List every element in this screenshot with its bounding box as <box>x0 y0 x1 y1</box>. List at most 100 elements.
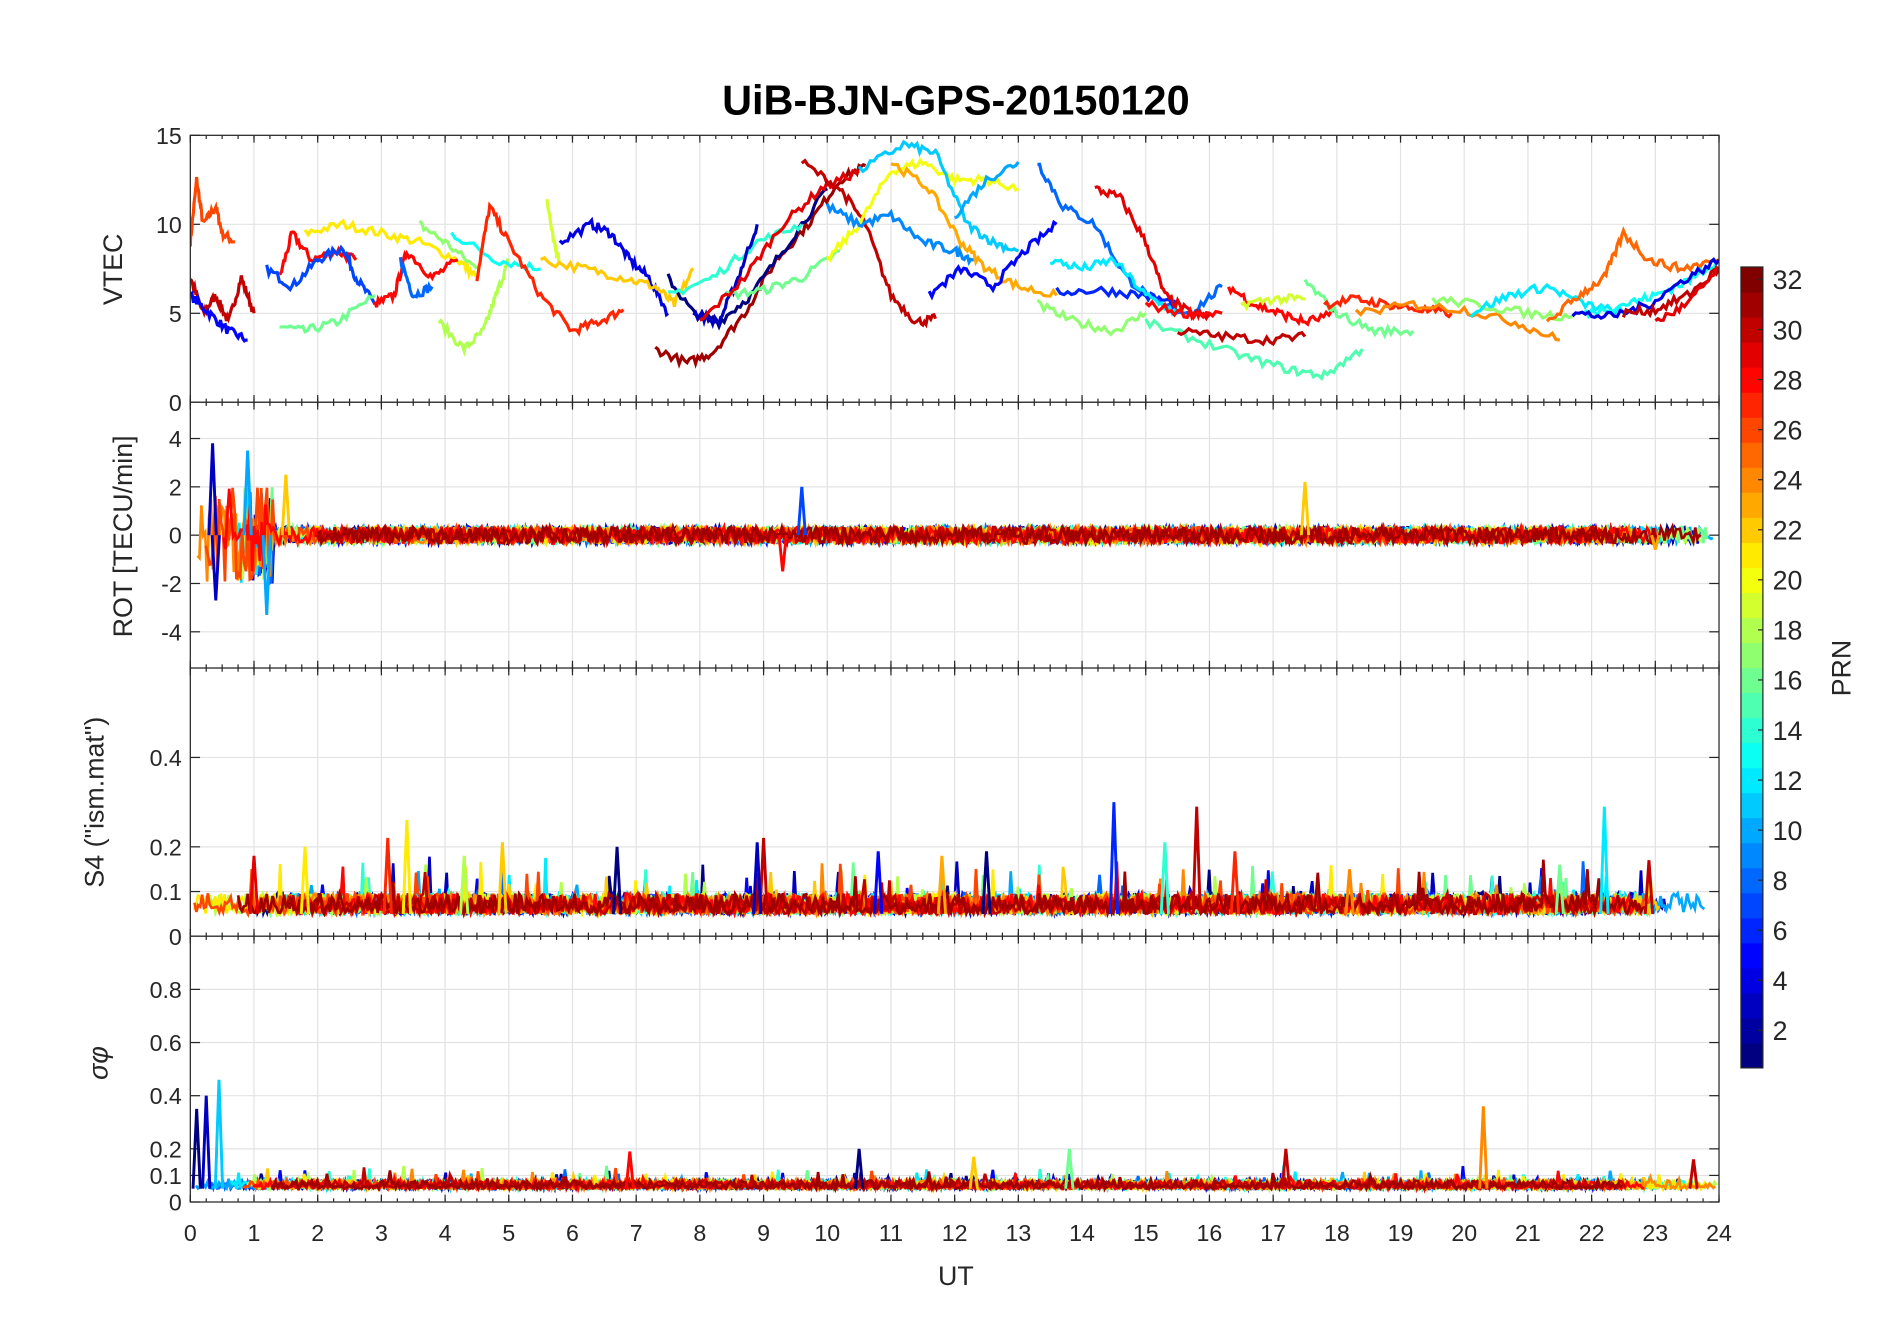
colorbar-tick-label: 20 <box>1773 566 1803 596</box>
x-tick-label: 3 <box>375 1220 388 1246</box>
spike-prn-16 <box>1064 1148 1075 1189</box>
spike-prn-5 <box>873 851 884 914</box>
y-axis-label: S4 ("ism.mat") <box>80 717 110 888</box>
spike-prn-10 <box>261 535 272 615</box>
spike-prn-27 <box>1229 851 1241 914</box>
series-prn-31 <box>270 1170 1623 1194</box>
vtec-series-prn-28 <box>373 249 459 308</box>
colorbar-tick-label: 2 <box>1773 1016 1788 1046</box>
colorbar-swatch <box>1740 292 1763 318</box>
x-tick-label: 12 <box>942 1220 968 1246</box>
vtec-series-prn-16 <box>724 249 840 301</box>
x-tick-label: 5 <box>502 1220 515 1246</box>
spike-prn-1 <box>611 846 623 914</box>
x-tick-label: 8 <box>693 1220 706 1246</box>
spike-prn-22 <box>1299 481 1311 536</box>
vtec-series-prn-26 <box>190 176 236 247</box>
vtec-series-prn-5 <box>927 219 1058 301</box>
colorbar-swatch <box>1740 692 1763 719</box>
spike-prn-21 <box>299 846 311 914</box>
spike-prn-10 <box>242 450 253 536</box>
series-prn-31 <box>316 521 1702 549</box>
y-tick-label: 10 <box>156 212 182 238</box>
x-tick-label: 15 <box>1133 1220 1159 1246</box>
vtec-series-prn-30 <box>1176 326 1307 347</box>
spike-prn-28 <box>777 535 788 572</box>
spike-prn-24 <box>1344 869 1355 915</box>
x-tick-label: 14 <box>1069 1220 1095 1246</box>
colorbar-swatch <box>1740 817 1763 844</box>
spike-prn-1 <box>853 1148 865 1189</box>
vtec-series-prn-17 <box>1431 295 1573 322</box>
colorbar-swatch <box>1740 592 1763 618</box>
colorbar-swatch <box>1740 367 1763 393</box>
colorbar-tick-label: 8 <box>1773 866 1788 896</box>
colorbar-swatch <box>1740 417 1763 443</box>
vtec-series-prn-19 <box>545 199 562 263</box>
vtec-series-prn-12 <box>1469 282 1625 319</box>
y-tick-label: 2 <box>169 474 182 500</box>
colorbar-tick-label: 28 <box>1773 365 1803 395</box>
y-tick-label: 0.4 <box>150 745 182 771</box>
x-tick-label: 24 <box>1706 1220 1732 1246</box>
spike-prn-23 <box>1650 534 1661 551</box>
colorbar-swatch <box>1740 642 1763 669</box>
y-tick-label: 0 <box>169 924 182 950</box>
spike-prn-22 <box>968 1156 979 1189</box>
x-tick-label: 10 <box>814 1220 840 1246</box>
y-tick-label: -2 <box>161 571 182 597</box>
spike-prn-6 <box>1108 802 1120 914</box>
x-tick-label: 23 <box>1642 1220 1668 1246</box>
colorbar-swatch <box>1740 492 1763 518</box>
colorbar-swatch <box>1740 617 1763 644</box>
y-tick-label: 5 <box>169 301 182 327</box>
x-tick-label: 21 <box>1515 1220 1541 1246</box>
colorbar-tick-label: 12 <box>1773 766 1803 796</box>
spike-prn-30 <box>1688 1159 1699 1189</box>
vtec-series-prn-4 <box>1571 257 1720 321</box>
colorbar-swatch <box>1740 342 1763 368</box>
colorbar-swatch <box>1740 517 1763 543</box>
x-tick-label: 1 <box>248 1220 261 1246</box>
x-tick-label: 2 <box>311 1220 324 1246</box>
colorbar-swatch <box>1740 717 1763 744</box>
y-tick-label: 0.4 <box>150 1083 182 1109</box>
spike-prn-14 <box>1159 842 1170 914</box>
vtec-series-prn-9 <box>825 202 974 267</box>
colorbar-swatch <box>1740 1017 1763 1044</box>
vtec-series-prn-5 <box>190 290 248 343</box>
colorbar-swatch <box>1740 1042 1763 1069</box>
spike-prn-30 <box>1280 1148 1291 1189</box>
x-tick-label: 4 <box>439 1220 452 1246</box>
chart-title: UiB-BJN-GPS-20150120 <box>722 77 1190 124</box>
x-tick-label: 9 <box>757 1220 770 1246</box>
panel-3: 0 0.1 0.2 0.4 S4 ("ism.mat") <box>80 667 1720 950</box>
vtec-series-prn-7 <box>265 244 377 306</box>
vtec-series-prn-18 <box>437 258 510 357</box>
y-tick-label: 0.1 <box>150 1163 182 1189</box>
spike-prn-3 <box>201 1095 212 1189</box>
y-tick-label: 0.8 <box>150 977 182 1003</box>
colorbar-swatch <box>1740 792 1763 819</box>
x-tick-label: 18 <box>1324 1220 1350 1246</box>
colorbar-tick-label: 14 <box>1773 716 1803 746</box>
x-tick-label: 22 <box>1579 1220 1605 1246</box>
colorbar-tick-label: 24 <box>1773 465 1803 495</box>
y-tick-label: 15 <box>156 123 182 149</box>
colorbar-tick-label: 16 <box>1773 666 1803 696</box>
spike-prn-24 <box>1478 1106 1489 1189</box>
spike-prn-28 <box>624 1151 635 1189</box>
x-tick-label: 13 <box>1005 1220 1031 1246</box>
colorbar-tick-label: 10 <box>1773 816 1803 846</box>
colorbar-swatch <box>1740 742 1763 769</box>
x-tick-label: 11 <box>879 1220 903 1246</box>
spike-prn-3 <box>207 443 218 536</box>
y-tick-label: 0 <box>169 1190 182 1216</box>
y-axis-label: σφ <box>83 1046 113 1080</box>
spike-prn-3 <box>210 535 221 601</box>
colorbar-tick-label: 32 <box>1773 265 1803 295</box>
vtec-series-prn-15 <box>1144 318 1364 382</box>
vtec-series-prn-25 <box>1545 226 1720 323</box>
spike-prn-1 <box>981 851 992 914</box>
